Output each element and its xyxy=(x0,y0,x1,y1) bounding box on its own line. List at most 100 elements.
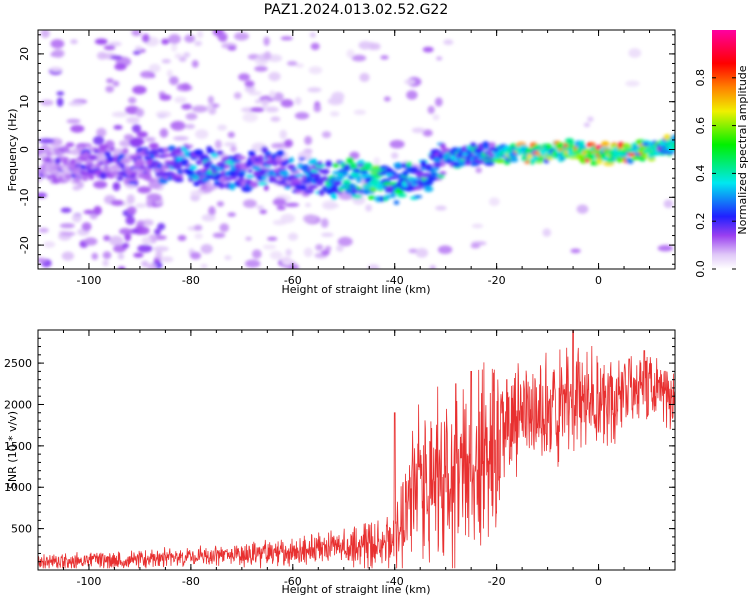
spectrogram-noise-blob xyxy=(114,63,127,71)
spectrogram-noise-blob xyxy=(194,233,203,240)
spectrogram-noise-blob xyxy=(272,198,287,207)
spectrogram-noise-blob xyxy=(389,139,405,149)
spectrogram-noise-blob xyxy=(470,243,481,249)
spectrogram-ridge-blob xyxy=(185,144,194,148)
y-tick-label: -20 xyxy=(18,236,31,254)
x-tick-label: -20 xyxy=(488,575,506,588)
spectrogram-ridge-blob xyxy=(275,155,282,163)
spectrogram-noise-blob xyxy=(628,48,642,58)
spectrogram-noise-blob xyxy=(422,129,433,137)
spectrogram-noise-blob xyxy=(161,59,171,64)
spectrogram-noise-blob xyxy=(383,96,391,102)
spectrogram-noise-blob xyxy=(52,49,65,58)
spectrogram-ridge-blob xyxy=(384,194,391,200)
spectrogram-noise-blob xyxy=(59,223,75,229)
spectrogram-noise-blob xyxy=(126,206,137,215)
spectrogram-ridge-blob xyxy=(307,184,319,189)
spectrogram-noise-blob xyxy=(295,63,304,68)
spectrogram-ridge-blob xyxy=(106,167,113,172)
spectrogram-ridge-blob xyxy=(270,175,277,181)
spectrogram-ridge-blob xyxy=(370,178,380,185)
spectrogram-noise-blob xyxy=(103,45,116,51)
spectrogram-ridge-blob xyxy=(469,142,477,148)
spectrogram-ridge-blob xyxy=(422,172,432,177)
spectrogram-noise-blob xyxy=(137,244,153,253)
spectrogram-noise-blob xyxy=(251,249,262,259)
spectrogram-noise-blob xyxy=(200,244,213,254)
spectrogram-noise-blob xyxy=(353,109,366,115)
spectrogram-noise-blob xyxy=(191,60,199,68)
y-tick-label: -10 xyxy=(18,188,31,206)
spectrogram-noise-blob xyxy=(327,97,344,106)
spectrogram-ridge-blob xyxy=(355,175,363,180)
x-tick-label: -20 xyxy=(488,274,506,287)
spectrogram-noise-blob xyxy=(102,259,109,267)
spectrogram-noise-blob xyxy=(475,167,482,174)
spectrogram-noise-blob xyxy=(185,112,198,121)
spectrogram-noise-blob xyxy=(169,76,179,86)
colorbar: 0.0 0.2 0.4 0.6 0.8 Normalized spectral ampl… xyxy=(694,30,749,278)
spectrogram-noise-blob xyxy=(223,142,237,147)
spectrogram-noise-blob xyxy=(287,232,299,241)
spectrogram-noise-blob xyxy=(224,255,232,261)
spectrogram-noise-blob xyxy=(219,223,229,233)
spectrogram-ridge-blob xyxy=(544,143,552,147)
spectrogram-noise-blob xyxy=(321,131,332,139)
spectrogram-ridge-blob xyxy=(65,142,75,148)
spectrogram-noise-blob xyxy=(234,32,249,41)
spectrogram-noise-blob xyxy=(170,120,186,131)
spectrogram-noise-blob xyxy=(276,205,286,211)
spectrogram-noise-blob xyxy=(103,235,111,242)
spectrogram-noise-blob xyxy=(141,33,150,43)
spectrogram-ridge-blob xyxy=(167,176,173,181)
spectrogram-ridge-blob xyxy=(86,160,94,166)
spectrogram-ridge-blob xyxy=(43,146,51,152)
spectrogram-noise-blob xyxy=(133,252,144,258)
spectrogram-ridge-blob xyxy=(384,169,395,174)
spectrogram-noise-blob xyxy=(177,235,187,241)
spectrogram-noise-blob xyxy=(38,138,55,144)
spectrogram-ridge-blob xyxy=(423,186,434,192)
spectrogram-noise-blob xyxy=(471,223,484,229)
spectrogram-noise-blob xyxy=(208,206,216,217)
spectrogram-ridge-blob xyxy=(338,160,345,165)
spectrogram-noise-blob xyxy=(128,97,137,104)
spectrogram-noise-blob xyxy=(134,46,143,51)
spectrogram-noise-blob xyxy=(487,142,496,148)
spectrogram-noise-blob xyxy=(286,61,298,66)
colorbar-tick-label: 0.6 xyxy=(694,117,707,135)
spectrogram-noise-blob xyxy=(93,180,108,189)
spectrogram-noise-blob xyxy=(108,41,122,47)
spectrogram-ridge-blob xyxy=(482,144,490,150)
spectrogram-ridge-blob xyxy=(379,165,389,170)
spectrogram-ridge-blob xyxy=(272,162,278,167)
spectrogram-noise-blob xyxy=(435,205,447,211)
spectrogram-noise-blob xyxy=(129,228,139,234)
spectrogram-noise-blob xyxy=(313,105,322,113)
spectrogram-noise-blob xyxy=(308,66,323,75)
spectrogram-ridge-blob xyxy=(312,173,321,179)
spectrogram-noise-blob xyxy=(149,63,161,73)
y-tick-label: 500 xyxy=(11,523,32,536)
spectrogram-noise-blob xyxy=(488,197,500,207)
spectrogram-marks xyxy=(38,30,675,269)
x-tick-label: -60 xyxy=(284,575,302,588)
spectrogram-noise-blob xyxy=(168,34,181,44)
spectrogram-ridge-blob xyxy=(627,151,636,157)
spectrogram-ridge-blob xyxy=(112,148,124,155)
spectrogram-ridge-blob xyxy=(346,157,354,164)
spectrogram-noise-blob xyxy=(391,152,399,160)
spectrogram-noise-blob xyxy=(183,52,191,58)
spectrogram-noise-blob xyxy=(153,246,169,252)
spectrogram-noise-blob xyxy=(93,205,102,216)
spectrogram-ridge-blob xyxy=(437,174,445,179)
spectrogram-noise-blob xyxy=(84,237,98,246)
spectrogram-noise-blob xyxy=(230,145,237,153)
colorbar-tick-label: 0.4 xyxy=(694,165,707,183)
spectrogram-noise-blob xyxy=(200,264,208,269)
spectrogram-ylabel: Frequency (Hz) xyxy=(6,109,19,192)
spectrogram-noise-blob xyxy=(260,99,270,105)
spectrogram-noise-blob xyxy=(315,244,324,251)
y-tick-label: 2000 xyxy=(4,398,32,411)
